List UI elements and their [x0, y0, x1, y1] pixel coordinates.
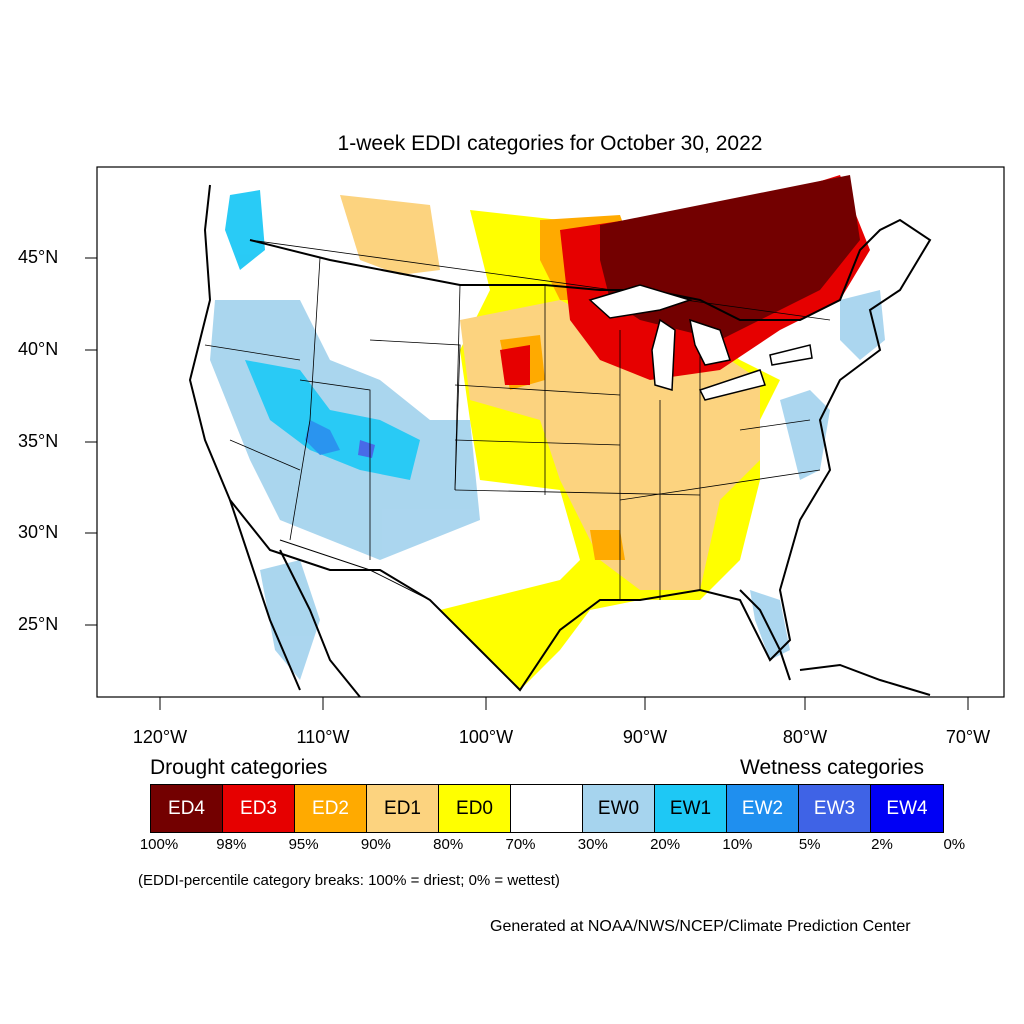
lat-label-35: 35°N: [18, 431, 59, 451]
legend-cell-ew0: EW0: [583, 785, 655, 832]
cuba: [799, 663, 931, 696]
lat-label-45: 45°N: [18, 247, 59, 267]
map-title: 1-week EDDI categories for October 30, 2…: [337, 132, 763, 155]
legend-cell-ew4: EW4: [871, 785, 943, 832]
mexico-border: [279, 539, 481, 651]
legend-cell-ed4: ED4: [151, 785, 223, 832]
lat-label-40: 40°N: [18, 339, 59, 359]
legend-break-label: 95%: [288, 836, 319, 853]
legend-cell-ed2: ED2: [295, 785, 367, 832]
mexico-west-coast: [279, 549, 361, 698]
legend-colorbar: ED4 ED3 ED2 ED1 ED0 EW0 EW1 EW2 EW3 EW4: [150, 784, 944, 833]
drought-heading: Drought categories: [150, 756, 328, 779]
wetness-areas: [210, 190, 885, 680]
legend-cell-ed1: ED1: [367, 785, 439, 832]
great-lakes: [588, 284, 813, 401]
conus-outline: [188, 184, 932, 692]
legend-break-label: 10%: [722, 836, 753, 853]
map-frame: [96, 166, 1005, 698]
lon-label-70: 70°W: [945, 727, 991, 747]
legend-break-label: 2%: [871, 836, 893, 853]
legend-break-label: 90%: [360, 836, 391, 853]
legend-cell-ed3: ED3: [223, 785, 295, 832]
legend-note: (EDDI-percentile category breaks: 100% =…: [138, 872, 560, 889]
legend-break-label: 30%: [577, 836, 608, 853]
legend-cell-ew3: EW3: [799, 785, 871, 832]
lon-label-120: 120°W: [132, 727, 188, 747]
legend-break-label: 100%: [139, 836, 179, 853]
legend-break-label: 80%: [433, 836, 464, 853]
florida: [739, 589, 791, 681]
wetness-heading: Wetness categories: [740, 756, 925, 779]
baja-coast: [229, 499, 301, 691]
lon-label-100: 100°W: [458, 727, 514, 747]
legend-break-label: 0%: [943, 836, 966, 853]
axis-ticks: [85, 257, 969, 710]
lon-label-110: 110°W: [296, 727, 350, 747]
lon-label-90: 90°W: [622, 727, 668, 747]
legend-break-label: 98%: [216, 836, 247, 853]
legend-break-label: 5%: [798, 836, 821, 853]
legend-cell-neutral: [511, 785, 583, 832]
legend-cell-ew2: EW2: [727, 785, 799, 832]
lat-label-30: 30°N: [18, 522, 59, 542]
state-boundaries: [204, 239, 831, 600]
lon-label-80: 80°W: [782, 727, 828, 747]
credit-line: Generated at NOAA/NWS/NCEP/Climate Predi…: [490, 918, 911, 935]
legend-cell-ew1: EW1: [655, 785, 727, 832]
lat-label-25: 25°N: [18, 614, 59, 634]
legend-break-label: 20%: [650, 836, 681, 853]
legend-cell-ed0: ED0: [439, 785, 511, 832]
legend-break-label: 70%: [505, 836, 536, 853]
